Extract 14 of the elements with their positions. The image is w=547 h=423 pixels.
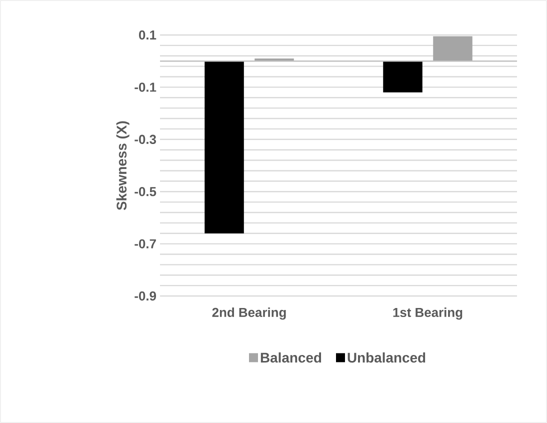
bar: [204, 61, 244, 234]
bar: [433, 36, 472, 62]
bar: [383, 61, 422, 92]
y-tick-label: -0.1: [134, 82, 156, 92]
y-tick-label: -0.9: [134, 291, 156, 301]
y-axis-title: Skewness (X): [116, 121, 130, 210]
y-tick-label: -0.3: [134, 134, 156, 144]
legend-label: Balanced: [260, 352, 322, 363]
legend-label: Unbalanced: [348, 352, 426, 363]
x-tick-label: 2nd Bearing: [212, 308, 286, 320]
y-tick-label: -0.5: [134, 187, 156, 196]
y-tick-label: 0.1: [139, 30, 156, 40]
y-tick-label: -0.7: [134, 239, 156, 248]
x-tick-label: 1st Bearing: [393, 308, 462, 320]
